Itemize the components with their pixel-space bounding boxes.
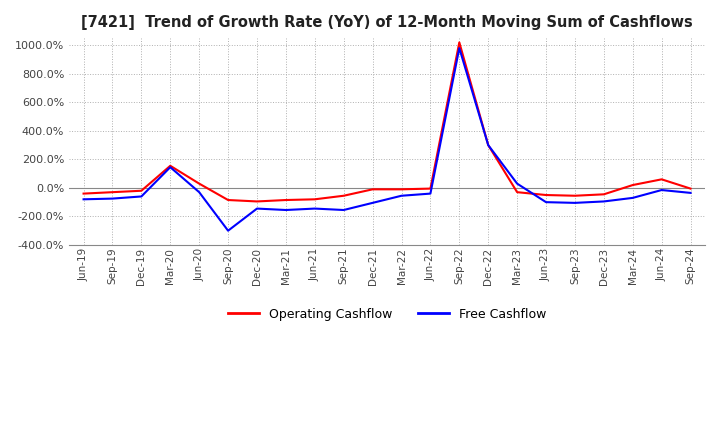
Free Cashflow [513, 181, 521, 186]
Free Cashflow [397, 193, 406, 198]
Operating Cashflow [195, 181, 204, 186]
Operating Cashflow [224, 198, 233, 203]
Operating Cashflow [369, 187, 377, 192]
Title: [7421]  Trend of Growth Rate (YoY) of 12-Month Moving Sum of Cashflows: [7421] Trend of Growth Rate (YoY) of 12-… [81, 15, 693, 30]
Operating Cashflow [426, 186, 435, 191]
Operating Cashflow [686, 186, 695, 191]
Operating Cashflow [282, 198, 290, 203]
Line: Operating Cashflow: Operating Cashflow [84, 42, 690, 202]
Free Cashflow [166, 165, 174, 170]
Line: Free Cashflow: Free Cashflow [84, 48, 690, 231]
Free Cashflow [79, 197, 88, 202]
Operating Cashflow [310, 197, 319, 202]
Free Cashflow [224, 228, 233, 233]
Operating Cashflow [513, 190, 521, 195]
Free Cashflow [426, 191, 435, 196]
Operating Cashflow [657, 177, 666, 182]
Free Cashflow [339, 207, 348, 213]
Free Cashflow [629, 195, 637, 201]
Free Cashflow [541, 199, 550, 205]
Free Cashflow [137, 194, 145, 199]
Operating Cashflow [108, 190, 117, 195]
Operating Cashflow [600, 192, 608, 197]
Legend: Operating Cashflow, Free Cashflow: Operating Cashflow, Free Cashflow [223, 303, 552, 326]
Free Cashflow [253, 206, 261, 211]
Operating Cashflow [253, 199, 261, 204]
Operating Cashflow [571, 193, 580, 198]
Operating Cashflow [455, 40, 464, 45]
Operating Cashflow [397, 187, 406, 192]
Operating Cashflow [79, 191, 88, 196]
Operating Cashflow [166, 163, 174, 169]
Operating Cashflow [484, 143, 492, 148]
Free Cashflow [686, 190, 695, 195]
Operating Cashflow [137, 188, 145, 194]
Free Cashflow [195, 190, 204, 195]
Free Cashflow [108, 196, 117, 201]
Free Cashflow [282, 207, 290, 213]
Operating Cashflow [339, 193, 348, 198]
Free Cashflow [310, 206, 319, 211]
Free Cashflow [484, 143, 492, 148]
Free Cashflow [657, 187, 666, 193]
Operating Cashflow [541, 192, 550, 198]
Operating Cashflow [629, 183, 637, 188]
Free Cashflow [369, 200, 377, 205]
Free Cashflow [455, 45, 464, 51]
Free Cashflow [571, 200, 580, 205]
Free Cashflow [600, 199, 608, 204]
